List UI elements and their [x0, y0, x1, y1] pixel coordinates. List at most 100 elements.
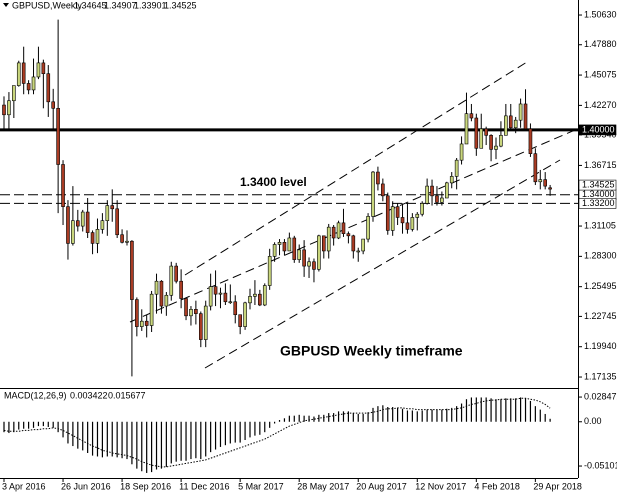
candle-body — [233, 301, 238, 316]
candle-body — [489, 135, 493, 150]
candle-body — [238, 314, 242, 327]
candle-body — [326, 226, 331, 252]
candle-body — [258, 293, 262, 306]
y-tick-label: 1.47880 — [584, 39, 617, 49]
candle-body — [440, 197, 444, 203]
candle-body — [390, 206, 395, 231]
candle-body — [135, 299, 139, 327]
candle-body — [144, 320, 149, 326]
candle-body — [208, 286, 213, 307]
candle-body — [90, 232, 95, 244]
candle-body — [321, 235, 326, 252]
candle-body — [504, 115, 508, 136]
x-tick-label: 3 Apr 2016 — [2, 481, 46, 491]
x-tick-label: 5 Mar 2017 — [238, 481, 284, 491]
indicator-title: MACD(12,26,9) — [4, 390, 67, 400]
y-tick-label: 1.42270 — [584, 100, 617, 110]
x-tick-label: 20 Aug 2017 — [356, 481, 407, 491]
candle-body — [459, 143, 464, 161]
candle-body — [444, 182, 449, 199]
candle-body — [366, 216, 370, 240]
y-tick-label: 1.19940 — [584, 341, 617, 351]
candle-body — [410, 217, 415, 230]
candle-body — [36, 62, 41, 78]
candle-body — [16, 62, 21, 86]
channel-line-middle — [129, 129, 576, 323]
candle-body — [223, 292, 228, 303]
candle-body — [449, 176, 454, 184]
candle-body — [356, 250, 361, 253]
candle-body — [292, 237, 297, 260]
header-value: 1.34907 — [104, 0, 137, 10]
candle-body — [518, 103, 523, 121]
candle-body — [533, 153, 538, 183]
indicator-value: 0.015677 — [108, 390, 146, 400]
candle-body — [203, 305, 208, 340]
level-label-box — [578, 198, 617, 209]
candle-body — [61, 164, 65, 207]
candle-body — [272, 244, 277, 257]
candle-body — [474, 117, 479, 149]
candle-body — [12, 85, 16, 102]
candle-body — [469, 113, 474, 119]
candle-body — [56, 107, 60, 165]
candle-body — [51, 101, 56, 109]
level-label-box — [578, 124, 617, 136]
candle-body — [100, 220, 105, 230]
candle-body — [159, 280, 164, 307]
candle-body — [371, 171, 375, 217]
candle-body — [361, 238, 365, 252]
candle-body — [218, 292, 223, 295]
level-label: 1.40000 — [582, 124, 615, 134]
candle-body — [425, 185, 429, 204]
candle-body — [346, 233, 351, 237]
level-label: 1.34000 — [582, 189, 615, 199]
candle-body — [26, 83, 31, 91]
candle-body — [262, 285, 267, 306]
y-tick-label: 1.45075 — [584, 69, 617, 79]
x-tick-label: 26 Jun 2016 — [61, 481, 111, 491]
candle-body — [174, 265, 178, 282]
candle-body — [479, 128, 484, 149]
candle-body — [317, 235, 321, 270]
candle-body — [267, 256, 272, 286]
x-tick-label: 11 Dec 2016 — [179, 481, 229, 491]
x-tick-label: 4 Feb 2018 — [474, 481, 520, 491]
candle-body — [21, 62, 26, 84]
candle-body — [287, 237, 292, 252]
channel-line-upper — [184, 61, 528, 276]
candle-body — [80, 211, 85, 227]
header-value: 1.34645 — [74, 0, 107, 10]
candle-body — [528, 128, 533, 154]
candle-body — [405, 222, 410, 230]
candle-body — [253, 293, 257, 297]
candle-body — [31, 76, 36, 91]
y-tick-label: 0.028472 — [584, 391, 617, 401]
y-tick-label: 1.25495 — [584, 281, 617, 291]
candle-body — [120, 234, 124, 243]
candle-body — [95, 229, 100, 244]
y-tick-label: 1.28300 — [584, 251, 617, 261]
indicator-value: 0.003422 — [70, 390, 108, 400]
candle-body — [194, 309, 198, 314]
candle-body — [302, 249, 306, 267]
candle-body — [484, 128, 488, 136]
x-tick-label: 28 May 2017 — [297, 481, 349, 491]
candle-body — [41, 62, 46, 75]
candle-body — [139, 320, 144, 327]
candle-body — [125, 240, 129, 243]
candle-body — [46, 73, 51, 103]
candle-body — [2, 104, 6, 116]
annotation: 1.3400 level — [240, 175, 307, 189]
candle-body — [179, 280, 183, 299]
menu-icon — [3, 3, 9, 7]
candle-body — [164, 294, 169, 307]
candle-body — [277, 242, 282, 245]
candle-body — [169, 265, 174, 296]
candle-body — [115, 208, 119, 236]
candle-body — [243, 302, 247, 327]
candle-body — [523, 103, 528, 130]
candle-body — [538, 179, 543, 183]
candle-body — [213, 286, 218, 295]
